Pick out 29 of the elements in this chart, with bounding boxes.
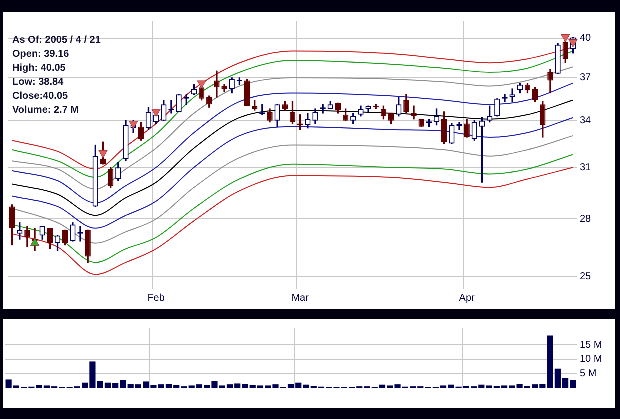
y-tick-label: 31 (580, 162, 592, 174)
point (561, 34, 570, 42)
y-tick-label: 10 M (580, 354, 602, 366)
y-tick-label: 25 (580, 271, 592, 282)
annotation: High: 40.05 (12, 62, 66, 74)
candlestick (510, 88, 516, 102)
y-tick-label: 37 (580, 72, 592, 84)
point (128, 121, 138, 130)
candlestick (411, 106, 417, 120)
point (197, 80, 206, 89)
line-series (12, 117, 574, 229)
y-tick-label: 5 M (580, 368, 597, 380)
annotation: Low: 38.84 (12, 76, 64, 88)
annotation: Volume: 2.7 M (12, 104, 79, 116)
candlestick (168, 100, 174, 114)
y-tick-label: 15 M (580, 340, 602, 351)
point (152, 109, 161, 118)
annotation: Open: 39.16 (12, 48, 70, 60)
y-tick-label: 34 (580, 116, 592, 127)
x-tick-label: Feb (148, 292, 166, 304)
x-tick-label: Apr (459, 292, 476, 304)
line-series (12, 167, 574, 276)
y-tick-label: 40 (580, 33, 592, 44)
annotation: As Of: 2005 / 4 / 21 (12, 34, 102, 46)
x-tick-label: Mar (292, 292, 310, 304)
annotation: Close:40.05 (12, 90, 69, 102)
y-tick-label: 28 (580, 214, 592, 225)
point (98, 150, 108, 158)
line-series (12, 100, 574, 216)
